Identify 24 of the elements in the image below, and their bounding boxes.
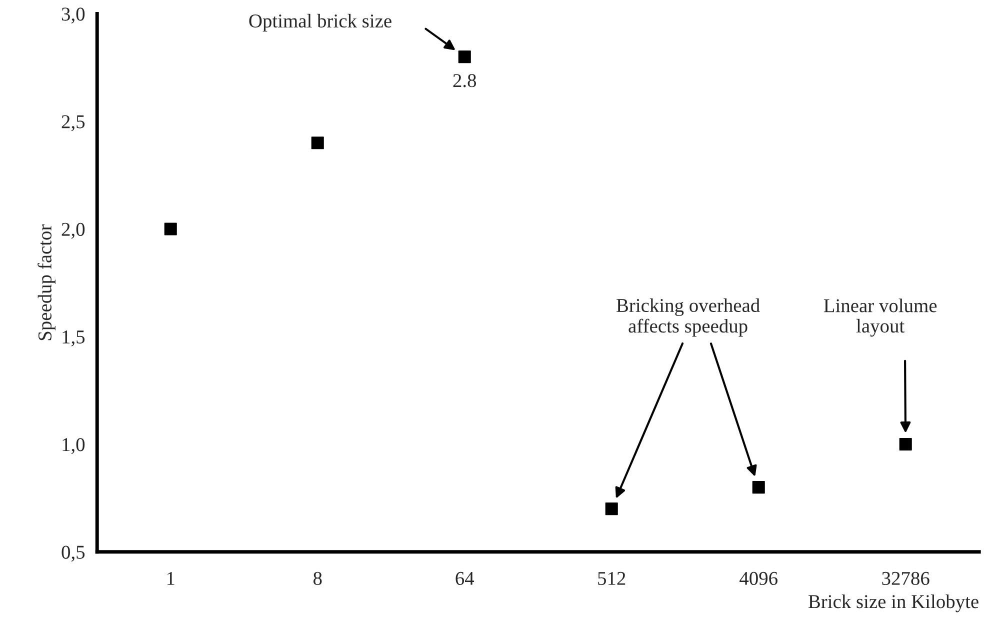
x-tick-label: 4096 <box>740 572 778 586</box>
y-tick-label: 1,5 <box>62 330 85 346</box>
x-tick-label: 1 <box>167 572 174 585</box>
y-tick-label: 3,0 <box>62 8 85 24</box>
y-tick-label: 2,0 <box>62 222 85 239</box>
y-axis-title: Speedup factor <box>38 224 56 340</box>
y-tick-label: 0,5 <box>62 546 85 562</box>
point <box>605 502 618 516</box>
x-tick-label: 32786 <box>882 572 930 586</box>
y-tick-label: 2,5 <box>62 115 85 132</box>
point <box>164 222 177 236</box>
y-tick-label: 1,0 <box>62 438 85 454</box>
point <box>311 136 324 150</box>
data-label: 2.8 <box>453 74 476 88</box>
point <box>899 438 912 451</box>
annotation: Linear volume layout <box>824 298 937 337</box>
x-tick-label: 64 <box>456 572 474 586</box>
point <box>752 481 765 494</box>
x-axis-title: Brick size in Kilobyte <box>808 594 978 612</box>
annotation: Optimal brick size <box>249 14 392 32</box>
annotation: Bricking overhead affects speedup <box>616 298 760 337</box>
x-tick-label: 512 <box>598 572 626 586</box>
x-tick-label: 8 <box>313 572 322 586</box>
point <box>458 50 471 64</box>
